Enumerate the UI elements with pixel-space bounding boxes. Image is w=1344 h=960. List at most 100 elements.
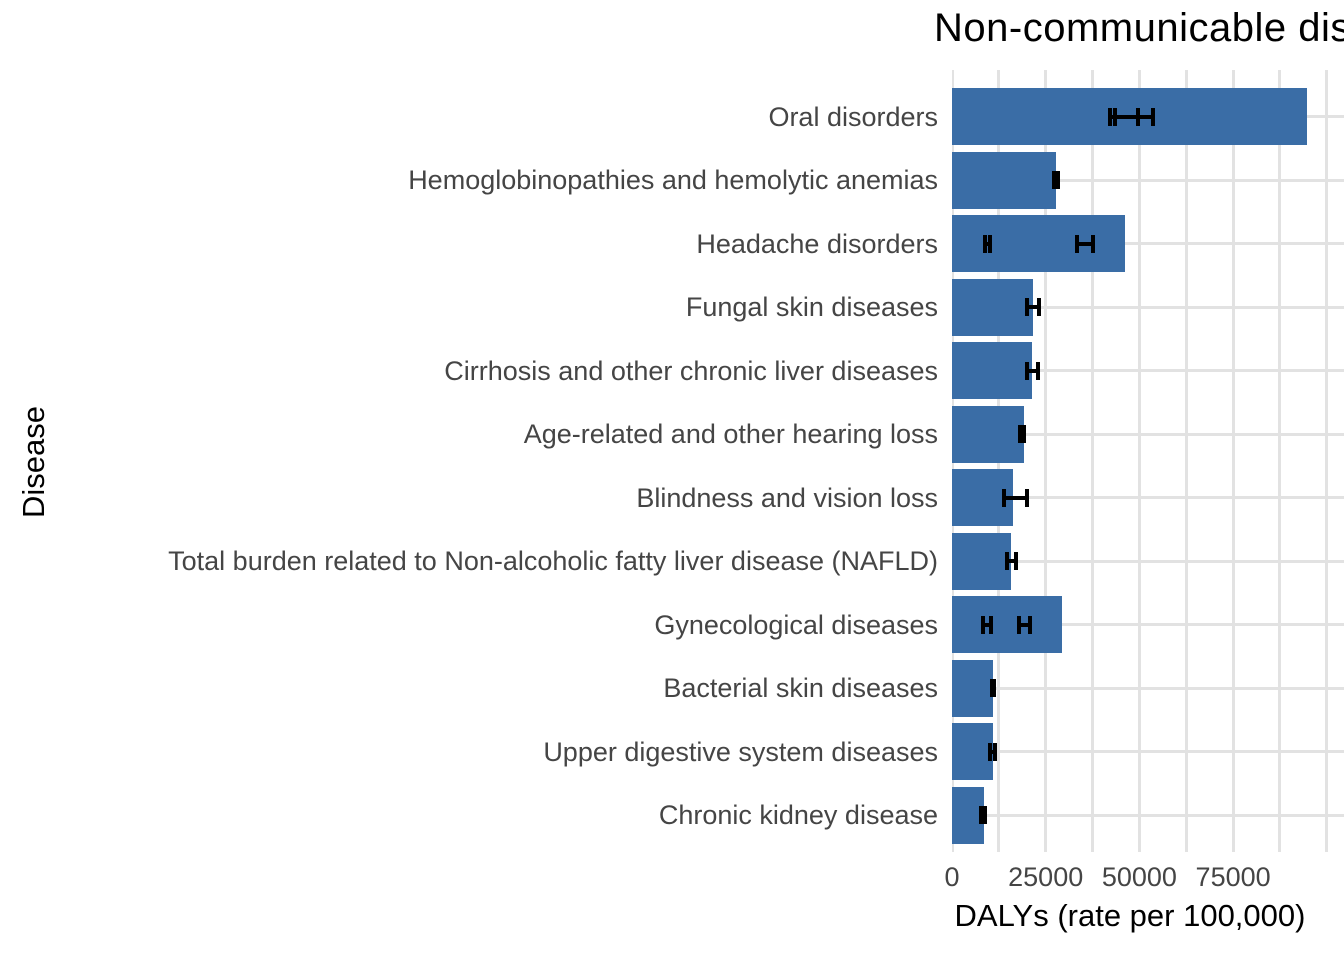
error-bar	[1001, 488, 1030, 507]
horizontal-gridline	[952, 623, 1344, 627]
error-bar	[1025, 298, 1041, 317]
error-bar-cap-left	[1112, 107, 1117, 126]
plot-panel	[952, 70, 1344, 852]
horizontal-gridline	[952, 559, 1344, 563]
vertical-gridline	[1325, 70, 1329, 852]
error-bar	[1074, 234, 1096, 253]
category-label: Cirrhosis and other chronic liver diseas…	[444, 355, 938, 386]
error-bar-cap-left	[1051, 171, 1056, 190]
error-bar-cap-right	[1035, 361, 1040, 380]
vertical-gridline	[1091, 70, 1095, 852]
category-label: Age-related and other hearing loss	[523, 419, 938, 450]
horizontal-gridline	[952, 813, 1344, 817]
error-bar	[1017, 425, 1026, 444]
bar	[952, 278, 1033, 336]
category-label: Upper digestive system diseases	[543, 736, 938, 767]
error-bar-cap-left	[983, 234, 988, 253]
horizontal-gridline	[952, 242, 1344, 246]
x-tick-label: 25000	[1008, 862, 1084, 892]
error-bar	[980, 615, 993, 634]
vertical-gridline	[1044, 70, 1048, 852]
category-label: Headache disorders	[696, 228, 938, 259]
error-bar-line	[1025, 368, 1040, 373]
bar	[952, 405, 1024, 463]
error-bar-line	[1051, 178, 1060, 183]
error-bar-line	[1112, 114, 1156, 119]
error-bar-cap-left	[1001, 488, 1006, 507]
error-bar-cap-left	[1025, 361, 1030, 380]
error-bar	[1025, 361, 1040, 380]
error-bar	[1051, 171, 1060, 190]
horizontal-gridline	[952, 369, 1344, 373]
error-bar-cap-right	[1025, 488, 1030, 507]
category-label: Chronic kidney disease	[658, 800, 938, 831]
error-bar-line	[1074, 241, 1096, 246]
horizontal-gridline	[952, 178, 1344, 182]
category-label: Total burden related to Non-alcoholic fa…	[168, 546, 938, 577]
error-bar-line	[1004, 559, 1018, 564]
bar	[952, 342, 1032, 400]
vertical-gridline	[1231, 70, 1235, 852]
error-bar-cap-right	[1027, 615, 1032, 634]
x-tick-label: 50000	[1101, 862, 1177, 892]
chart-title: Non-communicable diseases	[934, 6, 1344, 50]
x-axis-tick-labels: 0 25000 50000 75000	[944, 862, 1344, 896]
error-bar-cap-right	[1036, 298, 1041, 317]
x-axis-title: DALYs (rate per 100,000)	[954, 898, 1306, 933]
bar	[952, 151, 1056, 209]
bar	[952, 786, 984, 844]
x-tick-label: 75000	[1195, 862, 1271, 892]
error-bar-cap-left	[1074, 234, 1079, 253]
error-bar-line	[1016, 622, 1032, 627]
error-bar-line	[1001, 495, 1030, 500]
x-tick-label: 0	[944, 862, 960, 892]
error-bar-cap-right	[1091, 234, 1096, 253]
error-bar-cap-right	[1151, 107, 1156, 126]
category-label: Gynecological diseases	[654, 609, 938, 640]
bar	[952, 659, 993, 717]
category-label: Oral disorders	[768, 101, 938, 132]
category-label: Blindness and vision loss	[636, 482, 938, 513]
error-bar	[988, 742, 997, 761]
horizontal-gridline	[952, 432, 1344, 436]
horizontal-gridline	[952, 496, 1344, 500]
error-bar-line	[983, 241, 993, 246]
error-bar-cap-right	[988, 234, 993, 253]
error-bar-cap-left	[1017, 425, 1022, 444]
error-bar-cap-left	[980, 615, 985, 634]
bar	[952, 215, 1125, 273]
bar	[952, 532, 1011, 590]
horizontal-gridline	[952, 305, 1344, 309]
error-bar-cap-left	[1004, 552, 1009, 571]
error-bar-cap-right	[983, 806, 988, 825]
vertical-gridline	[1137, 70, 1141, 852]
error-bar	[1016, 615, 1032, 634]
error-bar	[978, 806, 988, 825]
error-bar-line	[978, 813, 988, 818]
vertical-gridline	[1278, 70, 1282, 852]
bar	[952, 723, 994, 781]
category-label: Bacterial skin diseases	[663, 673, 938, 704]
error-bar-cap-right	[988, 615, 993, 634]
error-bar	[1112, 107, 1156, 126]
error-bar-cap-left	[1016, 615, 1021, 634]
error-bar-cap-left	[978, 806, 983, 825]
error-bar-cap-right	[1013, 552, 1018, 571]
bar	[952, 596, 1062, 654]
error-bar-cap-right	[1055, 171, 1060, 190]
error-bar-cap-right	[992, 742, 997, 761]
error-bar	[1004, 552, 1018, 571]
vertical-gridline	[1184, 70, 1188, 852]
error-bar-line	[1025, 305, 1041, 310]
y-axis-labels: Oral disorders Hemoglobinopathies and hem…	[168, 101, 938, 831]
category-label: Hemoglobinopathies and hemolytic anemias	[408, 165, 938, 196]
error-bar-line	[980, 622, 993, 627]
error-bar-line	[988, 749, 997, 754]
error-bar	[983, 234, 993, 253]
horizontal-gridline	[952, 686, 1344, 690]
error-bar-cap-right	[991, 679, 996, 698]
category-label: Fungal skin diseases	[685, 292, 938, 323]
error-bar-cap-left	[988, 742, 993, 761]
error-bar-cap-right	[1021, 425, 1026, 444]
error-bar-cap-left	[1107, 107, 1112, 126]
